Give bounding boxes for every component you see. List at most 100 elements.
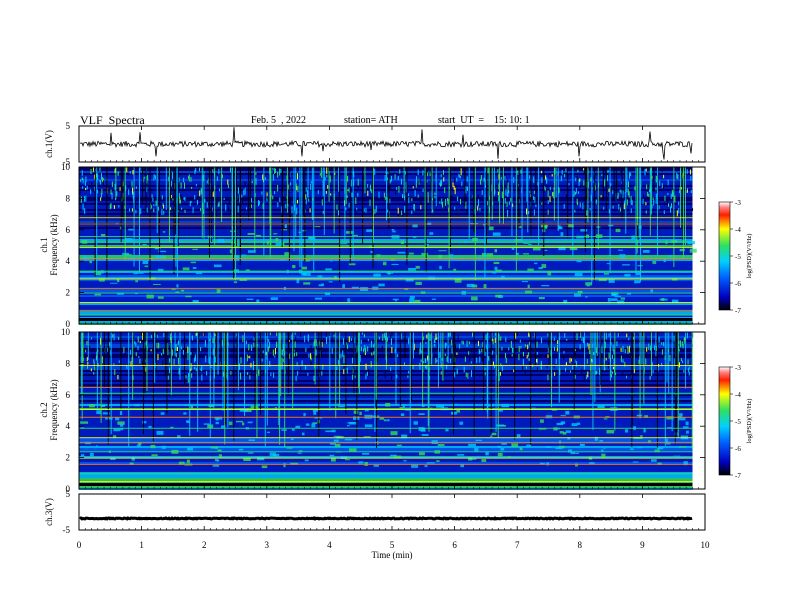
spec1-sferic [650, 167, 652, 215]
spec1-top-speck [610, 183, 612, 186]
spec2-top-speck [346, 367, 348, 374]
spec1-top-speck [577, 202, 579, 206]
spec1-patch [391, 263, 399, 265]
spec2-top-speck [515, 332, 517, 339]
spec2-top-speck [661, 362, 663, 367]
spec2-top-speck [626, 375, 628, 379]
spec2-top-speck [262, 350, 264, 353]
spec1-patch [275, 242, 282, 247]
spec2-top-speck [173, 358, 175, 365]
spec2-top-speck [419, 362, 421, 370]
spec1-top-speck [466, 176, 468, 182]
date-label: Feb. 5 , 2022 [251, 115, 306, 126]
spec2-top-speck [407, 375, 409, 378]
spec1-sferic [372, 167, 374, 244]
spec1-top-speck [670, 206, 672, 213]
spec1-patch [292, 264, 296, 269]
spec1-top-speck [551, 174, 553, 177]
spec2-patch [185, 404, 193, 406]
spec1-top-speck [109, 204, 111, 210]
colorbar-tick-label: -6 [735, 445, 741, 453]
spec2-patch [186, 459, 190, 464]
spec1-top-speck [237, 187, 239, 194]
spec2-top-speck [420, 342, 422, 349]
spec1-patch [405, 278, 414, 282]
spec1-top-speck [184, 197, 186, 201]
spec1-sferic [299, 167, 301, 268]
spec1-top-speck [627, 168, 629, 173]
spec2-top-speck [157, 353, 159, 361]
spec1-top-speck [100, 193, 102, 198]
spec2-patch [359, 411, 362, 416]
spec1-top-speck [604, 179, 606, 187]
spec1-tone-line [79, 258, 693, 260]
spec1-patch [528, 243, 532, 246]
spec1-top-speck [434, 195, 436, 199]
spec1-top-speck [178, 193, 180, 199]
spec1-band [79, 235, 693, 237]
spec1-patch [376, 254, 381, 257]
spec2-top-speck [297, 371, 299, 376]
spec1-top-speck [622, 194, 624, 198]
spec2-patch [208, 404, 215, 407]
spec1-top-speck [419, 177, 421, 184]
spec2-band [79, 406, 693, 408]
spec2-top-speck [445, 342, 447, 347]
spec2-top-speck [451, 347, 453, 354]
spec1-top-speck [281, 206, 283, 214]
spec1-sferic [159, 167, 161, 255]
spec2-sferic [217, 332, 219, 375]
spec2-top-speck [337, 341, 339, 348]
spec2-top-speck [546, 366, 548, 369]
spec2-band [79, 470, 693, 472]
spec2-top-speck [376, 356, 378, 362]
spec2-sferic [385, 332, 387, 370]
spec1-top-speck [272, 167, 274, 171]
spec2-top-speck [611, 371, 613, 375]
spec2-top-speck [143, 342, 145, 349]
spec1-patch [540, 224, 548, 228]
spec2-top-speck [107, 345, 109, 352]
spec1-top-speck [305, 197, 307, 205]
spec2-patch [656, 447, 664, 450]
spec2-band [79, 384, 693, 386]
spec2-top-speck [112, 334, 114, 338]
spec2-patch [481, 459, 487, 462]
spec2-patch [460, 463, 465, 468]
spec1-band [79, 175, 693, 177]
spec1-top-speck [439, 201, 441, 204]
spec1-sferic [673, 167, 675, 268]
spec2-sferic [227, 332, 229, 428]
spec1-top-speck [583, 180, 585, 186]
spec2-patch [390, 454, 397, 457]
spec1-top-speck [274, 168, 276, 174]
spec2-top-speck [583, 336, 585, 344]
spec2-top-speck [554, 372, 556, 376]
spec2-top-speck [365, 373, 367, 380]
spec1-patch [610, 298, 618, 301]
spec2-sferic [184, 332, 186, 385]
spec2-sferic [427, 332, 429, 427]
spec2-top-speck [187, 353, 189, 361]
spec1-patch [303, 282, 311, 285]
spec1-patch [351, 286, 359, 289]
spec1-top-speck [227, 206, 229, 213]
spec2-top-speck [591, 358, 593, 362]
spec1-sferic [269, 167, 271, 225]
spec2-top-speck [185, 375, 187, 379]
spec1-top-speck [590, 194, 592, 202]
spec1-patch [558, 246, 566, 251]
spec2-top-speck [485, 334, 487, 341]
spec1-top-speck [586, 210, 588, 216]
spec1-top-speck [398, 186, 400, 193]
spec1-sferic [295, 167, 297, 237]
spec2-patch [100, 404, 106, 407]
ch1-spectrogram-ylabel-line1: ch.1 [39, 237, 49, 252]
spec2-top-speck [441, 358, 443, 361]
spec2-sferic [599, 332, 601, 393]
spec1-top-speck [239, 194, 241, 201]
spec1-patch [247, 233, 255, 235]
spec2-patch [418, 427, 425, 431]
spec-y-tick-label: 6 [66, 390, 71, 400]
spec1-top-speck [146, 186, 148, 192]
